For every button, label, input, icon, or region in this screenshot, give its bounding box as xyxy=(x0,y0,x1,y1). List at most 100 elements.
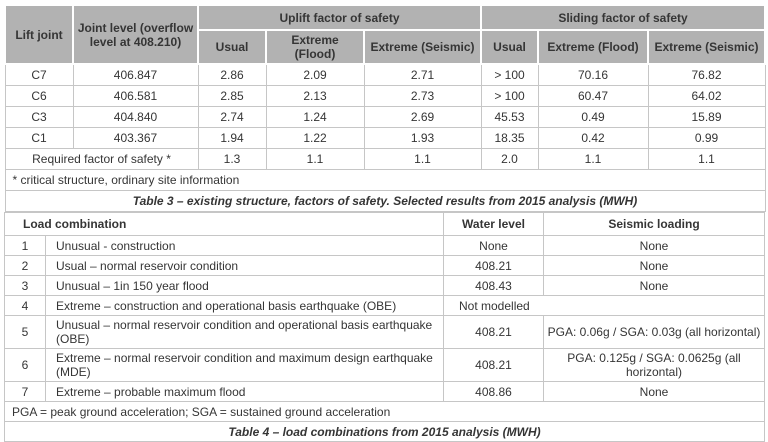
table-row: 6 Extreme – normal reservoir condition a… xyxy=(4,348,765,382)
t4-seismic: PGA: 0.06g / SGA: 0.03g (all horizontal) xyxy=(543,315,765,349)
t3-value-cell: 15.89 xyxy=(647,106,766,128)
t3-level-cell: 406.847 xyxy=(72,63,199,86)
t4-header-row: Load combination Water level Seismic loa… xyxy=(4,212,765,236)
t3-header-joint-level: Joint level (overflow level at 408.210) xyxy=(72,4,199,65)
t3-footnote: * critical structure, ordinary site info… xyxy=(4,169,766,191)
t4-seismic: None xyxy=(543,275,765,296)
table-row: 1 Unusual - construction None None xyxy=(4,235,765,256)
t4-description: Unusual – 1in 150 year flood xyxy=(45,275,444,296)
t3-value-cell: 1.93 xyxy=(363,127,482,149)
t3-value-cell: 76.82 xyxy=(647,63,766,86)
t3-required-value: 1.1 xyxy=(647,148,766,170)
t4-footnote-row: PGA = peak ground acceleration; SGA = su… xyxy=(4,401,765,422)
t3-level-cell: 404.840 xyxy=(72,106,199,128)
table-row: 2 Usual – normal reservoir condition 408… xyxy=(4,255,765,276)
t3-value-cell: 18.35 xyxy=(480,127,539,149)
t4-water-level: None xyxy=(443,235,544,256)
table-row: C6 406.581 2.85 2.13 2.73 > 100 60.47 64… xyxy=(4,85,766,107)
t3-joint-cell: C7 xyxy=(4,63,74,86)
t4-row-number: 1 xyxy=(4,235,46,256)
t3-value-cell: 2.85 xyxy=(197,85,267,107)
t3-value-cell: 0.49 xyxy=(537,106,649,128)
t3-required-row: Required factor of safety * 1.3 1.1 1.1 … xyxy=(4,148,766,170)
t4-footnote: PGA = peak ground acceleration; SGA = su… xyxy=(4,401,765,422)
t3-sub-header-row: Usual Extreme (Flood) Extreme (Seismic) … xyxy=(5,29,767,65)
t3-caption-row: Table 3 – existing structure, factors of… xyxy=(4,190,766,212)
table-row: 4 Extreme – construction and operational… xyxy=(4,295,765,316)
t3-header-uplift-flood: Extreme (Flood) xyxy=(265,29,365,65)
t3-required-value: 1.1 xyxy=(363,148,482,170)
t4-row-number: 6 xyxy=(4,348,46,382)
t4-description: Usual – normal reservoir condition xyxy=(45,255,444,276)
t3-value-cell: 2.13 xyxy=(265,85,365,107)
t4-seismic: None xyxy=(543,235,765,256)
load-combinations-table: Load combination Water level Seismic loa… xyxy=(4,212,765,442)
table-row: C3 404.840 2.74 1.24 2.69 45.53 0.49 15.… xyxy=(4,106,766,128)
t3-value-cell: 2.71 xyxy=(363,63,482,86)
t3-required-value: 1.1 xyxy=(265,148,365,170)
t3-joint-cell: C6 xyxy=(4,85,74,107)
t4-header-water-level: Water level xyxy=(443,212,544,236)
t4-description: Extreme – construction and operational b… xyxy=(45,295,444,316)
t4-water-level: 408.43 xyxy=(443,275,544,296)
t4-row-number: 4 xyxy=(4,295,46,316)
t3-value-cell: 45.53 xyxy=(480,106,539,128)
t3-footnote-row: * critical structure, ordinary site info… xyxy=(4,169,766,191)
t3-caption: Table 3 – existing structure, factors of… xyxy=(4,190,766,212)
t4-description: Extreme – probable maximum flood xyxy=(45,381,444,402)
t3-value-cell: 60.47 xyxy=(537,85,649,107)
t4-caption-row: Table 4 – load combinations from 2015 an… xyxy=(4,421,765,442)
t4-water-level: 408.21 xyxy=(443,348,544,382)
t3-header-sliding-flood: Extreme (Flood) xyxy=(537,29,649,65)
t3-header-lift-joint: Lift joint xyxy=(4,4,74,65)
t3-required-value: 2.0 xyxy=(480,148,539,170)
t3-required-label: Required factor of safety * xyxy=(4,148,199,170)
table-row: 7 Extreme – probable maximum flood 408.8… xyxy=(4,381,765,402)
t3-value-cell: 1.94 xyxy=(197,127,267,149)
t3-header-uplift-seismic: Extreme (Seismic) xyxy=(363,29,482,65)
t3-value-cell: 64.02 xyxy=(647,85,766,107)
t3-joint-cell: C1 xyxy=(4,127,74,149)
table-row: C7 406.847 2.86 2.09 2.71 > 100 70.16 76… xyxy=(4,63,766,86)
t3-value-cell: 2.09 xyxy=(265,63,365,86)
t4-water-level-merged: Not modelled xyxy=(443,295,765,316)
t4-seismic: PGA: 0.125g / SGA: 0.0625g (all horizont… xyxy=(543,348,765,382)
t3-value-cell: 2.73 xyxy=(363,85,482,107)
t4-seismic: None xyxy=(543,255,765,276)
t3-header-sliding-seismic: Extreme (Seismic) xyxy=(646,29,767,65)
t3-value-cell: 1.22 xyxy=(265,127,365,149)
t4-header-seismic-loading: Seismic loading xyxy=(543,212,765,236)
t4-seismic: None xyxy=(543,381,765,402)
t3-header-uplift-group: Uplift factor of safety xyxy=(197,4,482,31)
t3-value-cell: 0.99 xyxy=(647,127,766,149)
t4-header-load-combination: Load combination xyxy=(4,212,444,236)
t3-group-header-row: Lift joint Joint level (overflow level a… xyxy=(4,4,767,65)
t3-value-cell: > 100 xyxy=(480,85,539,107)
t3-value-cell: 2.74 xyxy=(197,106,267,128)
t4-description: Extreme – normal reservoir condition and… xyxy=(45,348,444,382)
t3-header-sliding-usual: Usual xyxy=(480,29,539,65)
t4-water-level: 408.21 xyxy=(443,315,544,349)
t4-description: Unusual – normal reservoir condition and… xyxy=(45,315,444,349)
t4-water-level: 408.86 xyxy=(443,381,544,402)
t4-description: Unusual - construction xyxy=(45,235,444,256)
t4-row-number: 2 xyxy=(4,255,46,276)
t4-row-number: 5 xyxy=(4,315,46,349)
t3-level-cell: 403.367 xyxy=(72,127,199,149)
t3-header-sliding-group: Sliding factor of safety xyxy=(479,4,767,31)
table-row: C1 403.367 1.94 1.22 1.93 18.35 0.42 0.9… xyxy=(4,127,766,149)
table-row: 5 Unusual – normal reservoir condition a… xyxy=(4,315,765,349)
t3-value-cell: > 100 xyxy=(480,63,539,86)
t3-required-value: 1.1 xyxy=(537,148,649,170)
t4-row-number: 3 xyxy=(4,275,46,296)
t3-level-cell: 406.581 xyxy=(72,85,199,107)
t3-value-cell: 2.86 xyxy=(197,63,267,86)
t4-water-level: 408.21 xyxy=(443,255,544,276)
t3-value-cell: 2.69 xyxy=(363,106,482,128)
t3-value-cell: 70.16 xyxy=(537,63,649,86)
t3-joint-cell: C3 xyxy=(4,106,74,128)
t3-required-value: 1.3 xyxy=(197,148,267,170)
t3-header-uplift-usual: Usual xyxy=(197,29,267,65)
t4-caption: Table 4 – load combinations from 2015 an… xyxy=(4,421,765,442)
